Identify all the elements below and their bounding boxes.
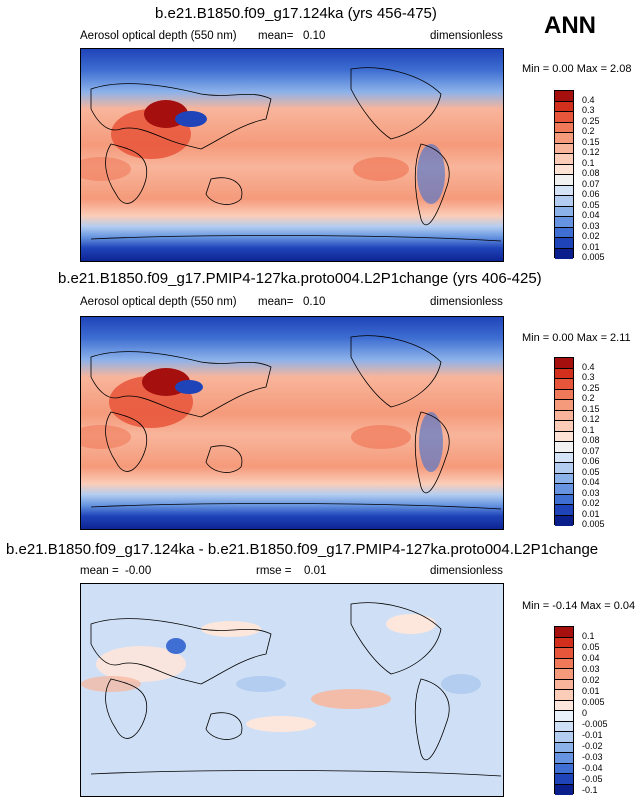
panel2-units: dimensionless <box>430 296 503 308</box>
panel2-map <box>80 316 504 530</box>
panel3-cb-label: 0.005 <box>582 697 605 707</box>
panel1-cb-label: 0.25 <box>582 116 600 126</box>
panel3-cb-label: 0.1 <box>582 631 595 641</box>
panel3-cb-label: 0.05 <box>582 642 600 652</box>
panel1-cb-label: 0.03 <box>582 221 600 231</box>
panel1-cb-label: 0.01 <box>582 242 600 252</box>
panel1-cb-label: 0.2 <box>582 126 595 136</box>
panel1-cb-label: 0.08 <box>582 168 600 178</box>
panel2-cb-label: 0.3 <box>582 372 595 382</box>
panel2-cb-label: 0.04 <box>582 477 600 487</box>
panel1-variable: Aerosol optical depth (550 nm) <box>80 30 237 42</box>
panel3-map <box>80 583 504 797</box>
panel3-cb-label: 0.03 <box>582 664 600 674</box>
panel2-cb-label: 0.08 <box>582 435 600 445</box>
panel2-title: b.e21.B1850.f09_g17.PMIP4-127ka.proto004… <box>58 270 542 287</box>
panel3-cb-label: -0.1 <box>582 785 598 795</box>
panel1-cb-label: 0.06 <box>582 189 600 199</box>
panel3-cb-label: -0.03 <box>582 752 603 762</box>
panel2-cb-label: 0.01 <box>582 509 600 519</box>
panel2-variable: Aerosol optical depth (550 nm) <box>80 296 237 308</box>
panel3-colorbar <box>554 626 574 795</box>
season-label: ANN <box>544 12 596 39</box>
panel3-minmax: Min = -0.14 Max = 0.04 <box>522 600 636 612</box>
panel1-units: dimensionless <box>430 30 503 42</box>
panel2-cb-label: 0.1 <box>582 425 595 435</box>
panel2-cb-label: 0.4 <box>582 362 595 372</box>
panel1-cb-label: 0.12 <box>582 147 600 157</box>
panel3-cb-label: 0.01 <box>582 686 600 696</box>
panel2-cb-label: 0.12 <box>582 414 600 424</box>
panel3-rmse-label: rmse = <box>256 565 292 577</box>
panel1-cb-label: 0.04 <box>582 210 600 220</box>
panel2-cb-label: 0.07 <box>582 446 600 456</box>
panel3-cb-label: -0.01 <box>582 730 603 740</box>
panel2-cb-label: 0.15 <box>582 404 600 414</box>
panel1-cb-label: 0.3 <box>582 105 595 115</box>
panel2-colorbar <box>554 357 574 526</box>
panel2-cb-label: 0.06 <box>582 456 600 466</box>
panel1-minmax: Min = 0.00 Max = 2.08 <box>522 63 632 75</box>
panel1-mean-label: mean= <box>258 30 294 42</box>
panel2-cb-label: 0.2 <box>582 393 595 403</box>
panel2-minmax: Min = 0.00 Max = 2.11 <box>522 332 631 344</box>
panel3-cb-label: -0.02 <box>582 741 603 751</box>
panel1-cb-label: 0.15 <box>582 137 600 147</box>
panel1-map <box>80 48 504 262</box>
panel1-title: b.e21.B1850.f09_g17.124ka (yrs 456-475) <box>155 5 437 22</box>
panel1-cb-label: 0.005 <box>582 252 605 262</box>
panel2-mean-label: mean= <box>258 296 294 308</box>
panel3-cb-label: -0.05 <box>582 774 603 784</box>
panel3-title: b.e21.B1850.f09_g17.124ka - b.e21.B1850.… <box>6 541 599 558</box>
panel2-mean-value: 0.10 <box>303 296 326 308</box>
panel1-cb-label: 0.05 <box>582 200 600 210</box>
panel3-cb-label: 0.02 <box>582 675 600 685</box>
panel1-mean-value: 0.10 <box>303 30 326 42</box>
panel3-mean-label: mean = <box>80 565 119 577</box>
panel3-rmse-value: 0.01 <box>304 565 327 577</box>
panel2-cb-label: 0.25 <box>582 383 600 393</box>
panel2-cb-label: 0.03 <box>582 488 600 498</box>
panel3-units: dimensionless <box>430 565 503 577</box>
panel3-cb-label: 0.04 <box>582 653 600 663</box>
panel3-cb-label: -0.005 <box>582 719 608 729</box>
panel1-cb-label: 0.1 <box>582 158 595 168</box>
panel3-cb-label: -0.04 <box>582 763 603 773</box>
panel3-mean-value: -0.00 <box>125 565 152 577</box>
panel1-cb-label: 0.02 <box>582 231 600 241</box>
panel1-cb-label: 0.4 <box>582 95 595 105</box>
panel2-cb-label: 0.005 <box>582 519 605 529</box>
panel1-colorbar <box>554 90 574 259</box>
panel2-cb-label: 0.05 <box>582 467 600 477</box>
panel3-cb-label: 0 <box>582 708 588 718</box>
panel2-cb-label: 0.02 <box>582 498 600 508</box>
panel1-cb-label: 0.07 <box>582 179 600 189</box>
